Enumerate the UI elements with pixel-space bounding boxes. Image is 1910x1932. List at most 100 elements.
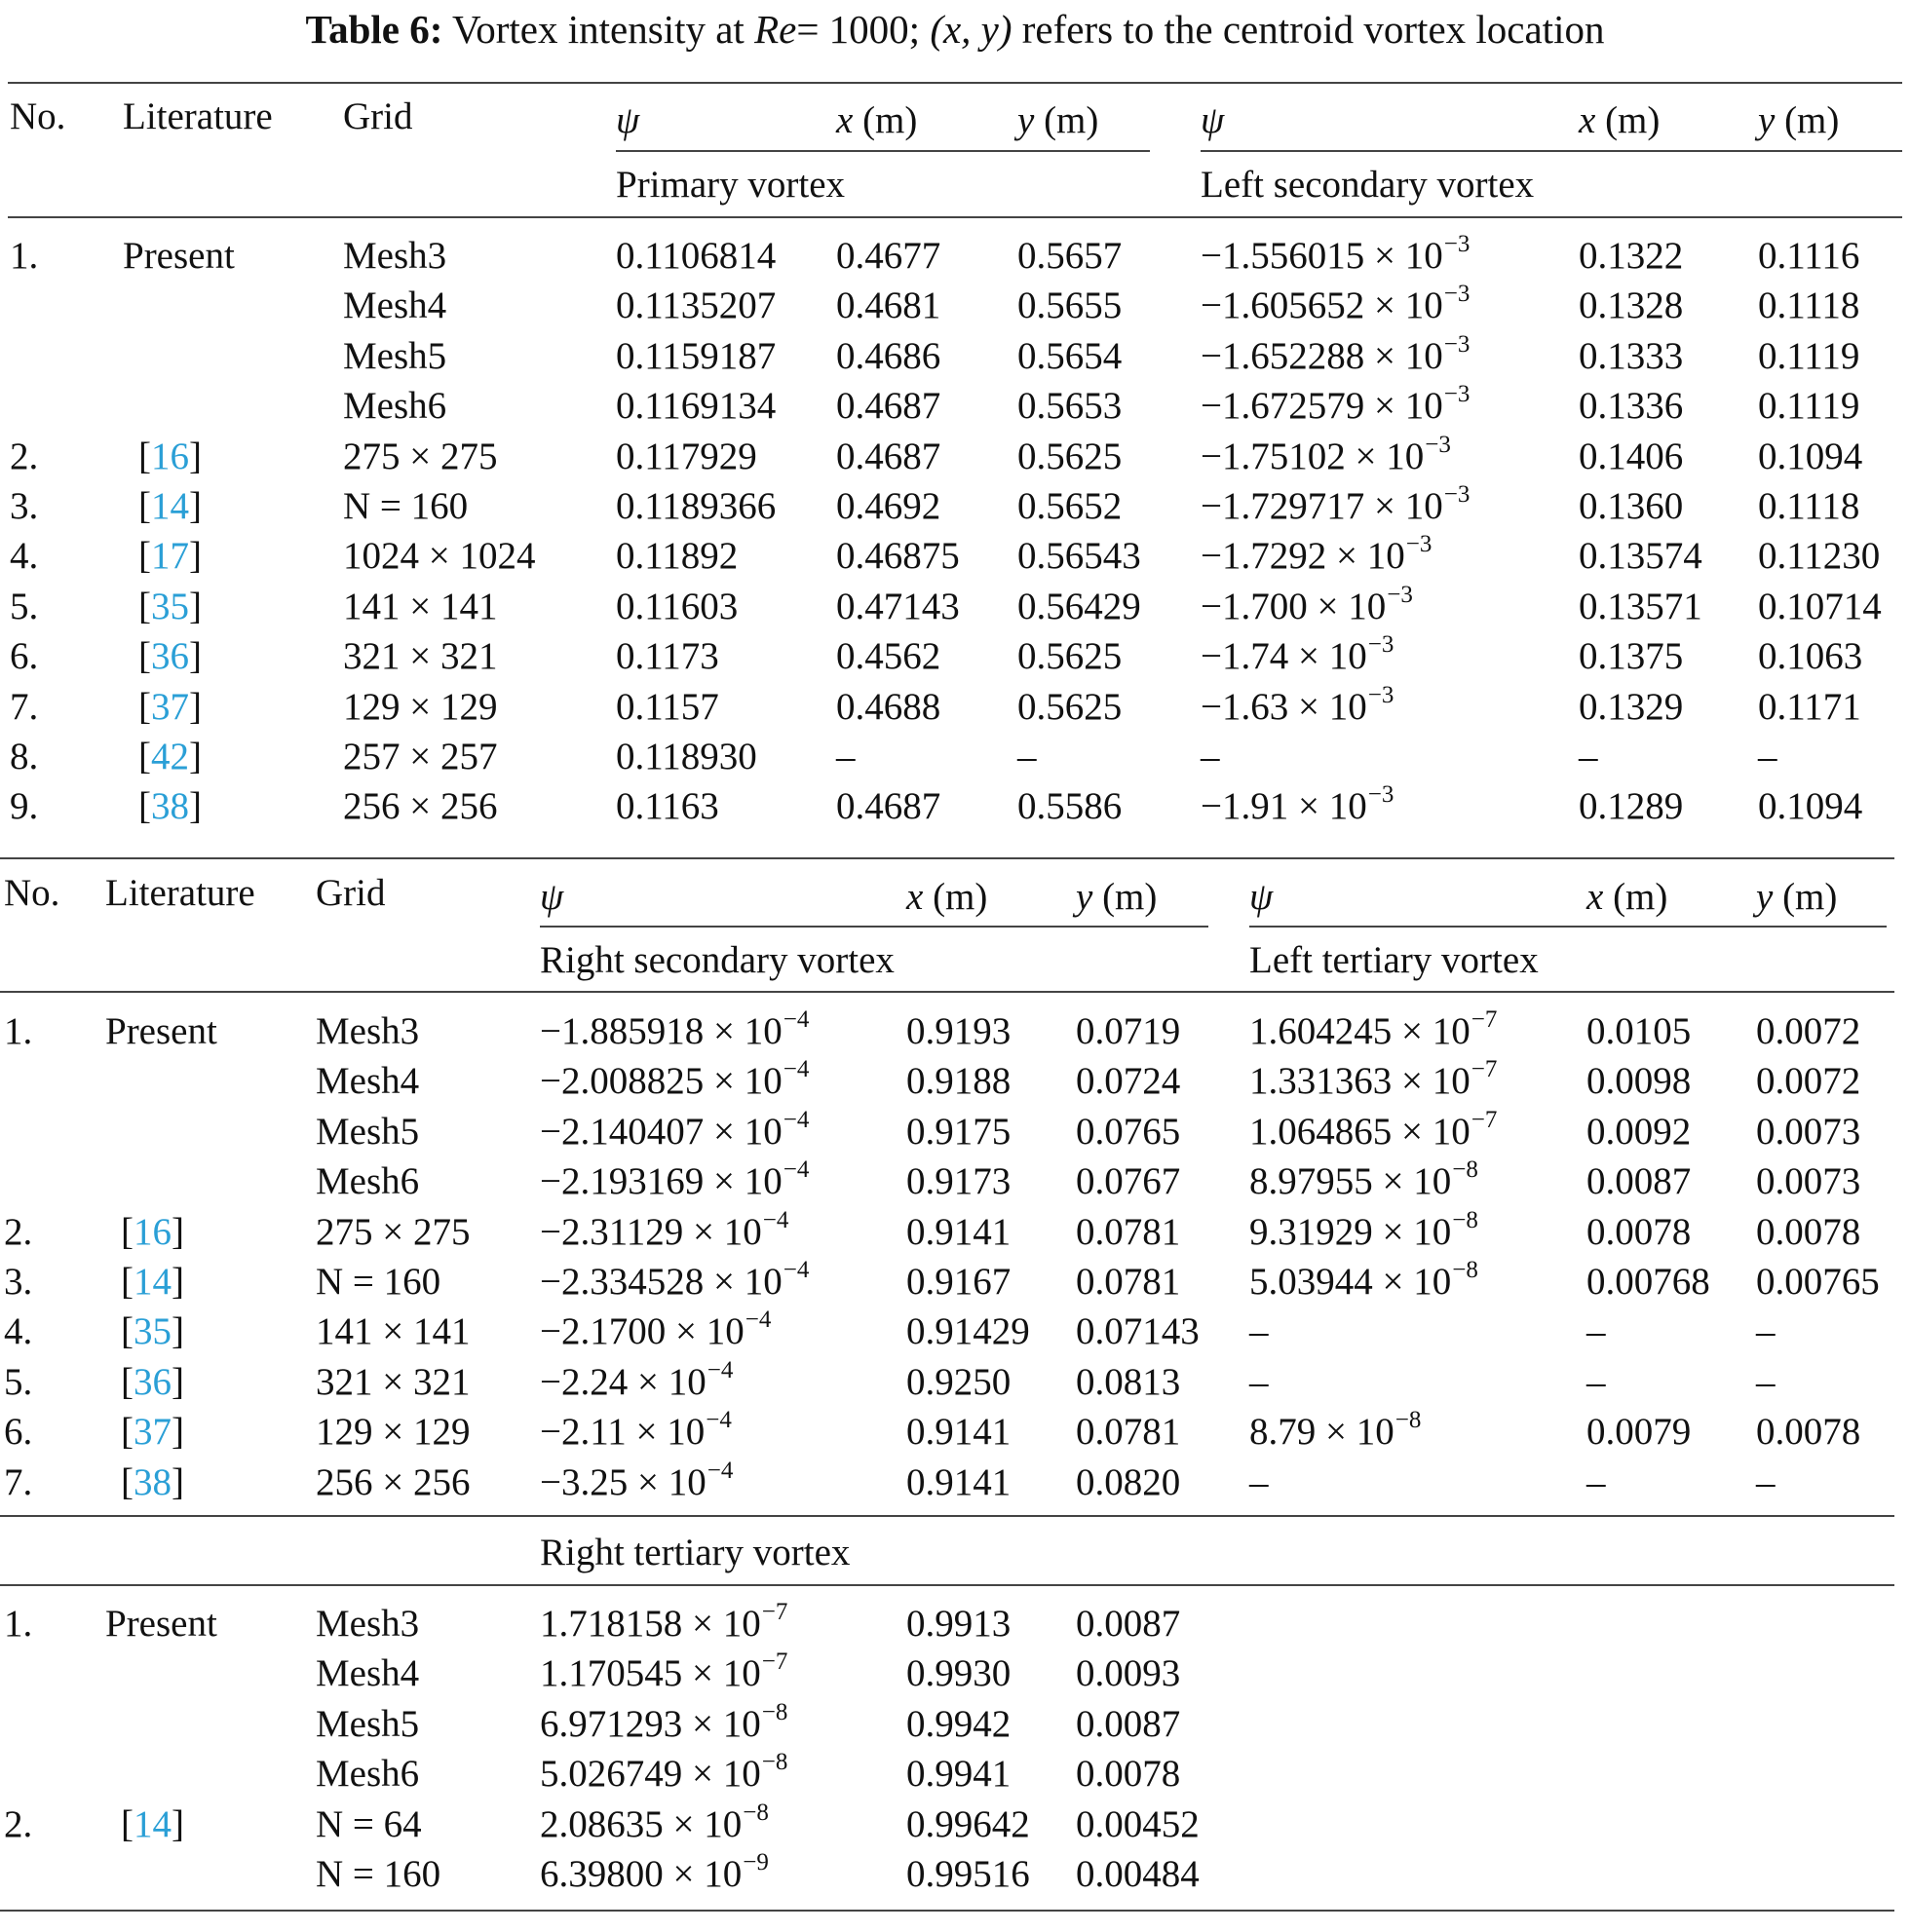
grid-cell: N = 64 [316, 1802, 422, 1845]
citation-link[interactable]: 14 [151, 485, 189, 527]
citation-link[interactable]: 38 [134, 1460, 172, 1503]
citation-link[interactable]: 16 [134, 1210, 172, 1253]
y-cell: 0.1171 [1758, 685, 1861, 728]
exponent: −3 [1443, 330, 1471, 358]
y-cell: 0.1119 [1758, 385, 1860, 428]
psi-cell: – [1201, 736, 1220, 777]
x-cell: 0.9141 [906, 1411, 1012, 1454]
exponent: −3 [1387, 581, 1413, 608]
header-grid: Grid [316, 872, 386, 914]
y-cell: – [1756, 1460, 1776, 1503]
psi-cell: −1.7292 × 10−3 [1201, 531, 1432, 578]
literature-cell: [42] [138, 736, 202, 777]
citation-link[interactable]: 14 [134, 1802, 172, 1845]
grid-cell: 256 × 256 [316, 1460, 471, 1503]
exponent: −8 [761, 1749, 788, 1776]
exponent: −7 [761, 1648, 788, 1676]
psi-cell: 1.170545 × 10−7 [540, 1648, 788, 1695]
psi-cell: 6.39800 × 10−9 [540, 1849, 769, 1895]
psi-cell: 0.1189366 [616, 485, 777, 527]
literature-cell: [35] [121, 1310, 184, 1353]
citation-link[interactable]: 42 [151, 736, 189, 777]
y-cell: 0.1118 [1758, 284, 1860, 327]
row-number: 3. [4, 1261, 33, 1303]
x-cell: 0.9913 [906, 1603, 1012, 1645]
section-left-secondary-vortex: Left secondary vortex [1201, 164, 1535, 206]
y-cell: 0.5586 [1017, 785, 1123, 828]
header-x: x (m) [906, 876, 988, 918]
top-rule [8, 82, 1902, 84]
citation-link[interactable]: 16 [151, 435, 189, 477]
grid-cell: Mesh4 [316, 1652, 420, 1695]
grid-cell: 129 × 129 [316, 1411, 471, 1454]
exponent: −3 [1367, 631, 1394, 659]
psi-cell: −2.008825 × 10−4 [540, 1056, 810, 1103]
exponent: −8 [743, 1799, 769, 1826]
literature-cell: [16] [121, 1210, 184, 1253]
row-number: 1. [10, 235, 39, 277]
exponent: −3 [1425, 431, 1451, 458]
y-cell: 0.5655 [1017, 284, 1123, 327]
group-rule [1201, 150, 1902, 152]
x-cell: 0.0087 [1586, 1160, 1692, 1203]
y-cell: 0.5652 [1017, 485, 1123, 527]
x-cell: 0.46875 [836, 535, 960, 578]
grid-cell: Mesh6 [316, 1160, 420, 1203]
y-cell: 0.1119 [1758, 334, 1860, 377]
citation-link[interactable]: 36 [134, 1360, 172, 1403]
citation-link[interactable]: 14 [134, 1261, 172, 1303]
row-number: 2. [4, 1210, 33, 1253]
header-x: x (m) [1586, 876, 1668, 918]
y-cell: 0.0087 [1076, 1702, 1181, 1745]
y-cell: 0.1118 [1758, 485, 1860, 527]
grid-cell: Mesh5 [316, 1702, 420, 1745]
y-cell: – [1756, 1360, 1776, 1403]
psi-cell: −2.11 × 10−4 [540, 1407, 732, 1454]
grid-cell: Mesh5 [343, 334, 447, 377]
citation-link[interactable]: 35 [151, 585, 189, 627]
exponent: −4 [707, 1457, 734, 1484]
y-cell: 0.00765 [1756, 1261, 1880, 1303]
x-cell: 0.0079 [1586, 1411, 1692, 1454]
exponent: −8 [761, 1698, 788, 1725]
header-bottom-rule [0, 991, 1894, 993]
x-cell: 0.9941 [906, 1753, 1012, 1796]
row-number: 4. [10, 535, 39, 578]
literature-cell: [37] [121, 1411, 184, 1454]
part3-top-rule [0, 1515, 1894, 1517]
psi-cell: −1.729717 × 10−3 [1201, 481, 1471, 527]
y-cell: 0.0073 [1756, 1110, 1861, 1153]
citation-link[interactable]: 17 [151, 535, 189, 578]
exponent: −4 [707, 1356, 734, 1383]
x-cell: 0.0105 [1586, 1010, 1692, 1052]
citation-link[interactable]: 37 [151, 685, 189, 728]
psi-cell: −1.700 × 10−3 [1201, 581, 1413, 627]
x-cell: 0.0078 [1586, 1210, 1692, 1253]
x-cell: 0.1329 [1579, 685, 1684, 728]
grid-cell: 141 × 141 [316, 1310, 471, 1353]
y-cell: 0.5625 [1017, 635, 1123, 678]
literature-cell: [14] [121, 1261, 184, 1303]
citation-link[interactable]: 36 [151, 635, 189, 678]
psi-cell: −2.31129 × 10−4 [540, 1206, 789, 1253]
citation-link[interactable]: 38 [151, 785, 189, 828]
grid-cell: Mesh6 [316, 1753, 420, 1796]
psi-cell: 0.1135207 [616, 284, 777, 327]
row-number: 5. [4, 1360, 33, 1403]
y-cell: 0.11230 [1758, 535, 1881, 578]
x-cell: 0.9173 [906, 1160, 1012, 1203]
citation-link[interactable]: 37 [134, 1411, 172, 1454]
x-cell: 0.9942 [906, 1702, 1012, 1745]
exponent: −4 [745, 1307, 772, 1334]
grid-cell: Mesh3 [316, 1603, 420, 1645]
exponent: −4 [783, 1156, 810, 1184]
x-cell: 0.4686 [836, 334, 941, 377]
citation-link[interactable]: 35 [134, 1310, 172, 1353]
psi-cell: −3.25 × 10−4 [540, 1457, 734, 1503]
exponent: −4 [783, 1106, 810, 1133]
psi-cell: 0.1157 [616, 685, 719, 728]
caption-re-value: = 1000; [796, 7, 921, 52]
psi-cell: −2.193169 × 10−4 [540, 1156, 810, 1203]
psi-cell: 8.79 × 10−8 [1249, 1407, 1422, 1454]
psi-cell: −1.91 × 10−3 [1201, 781, 1394, 828]
